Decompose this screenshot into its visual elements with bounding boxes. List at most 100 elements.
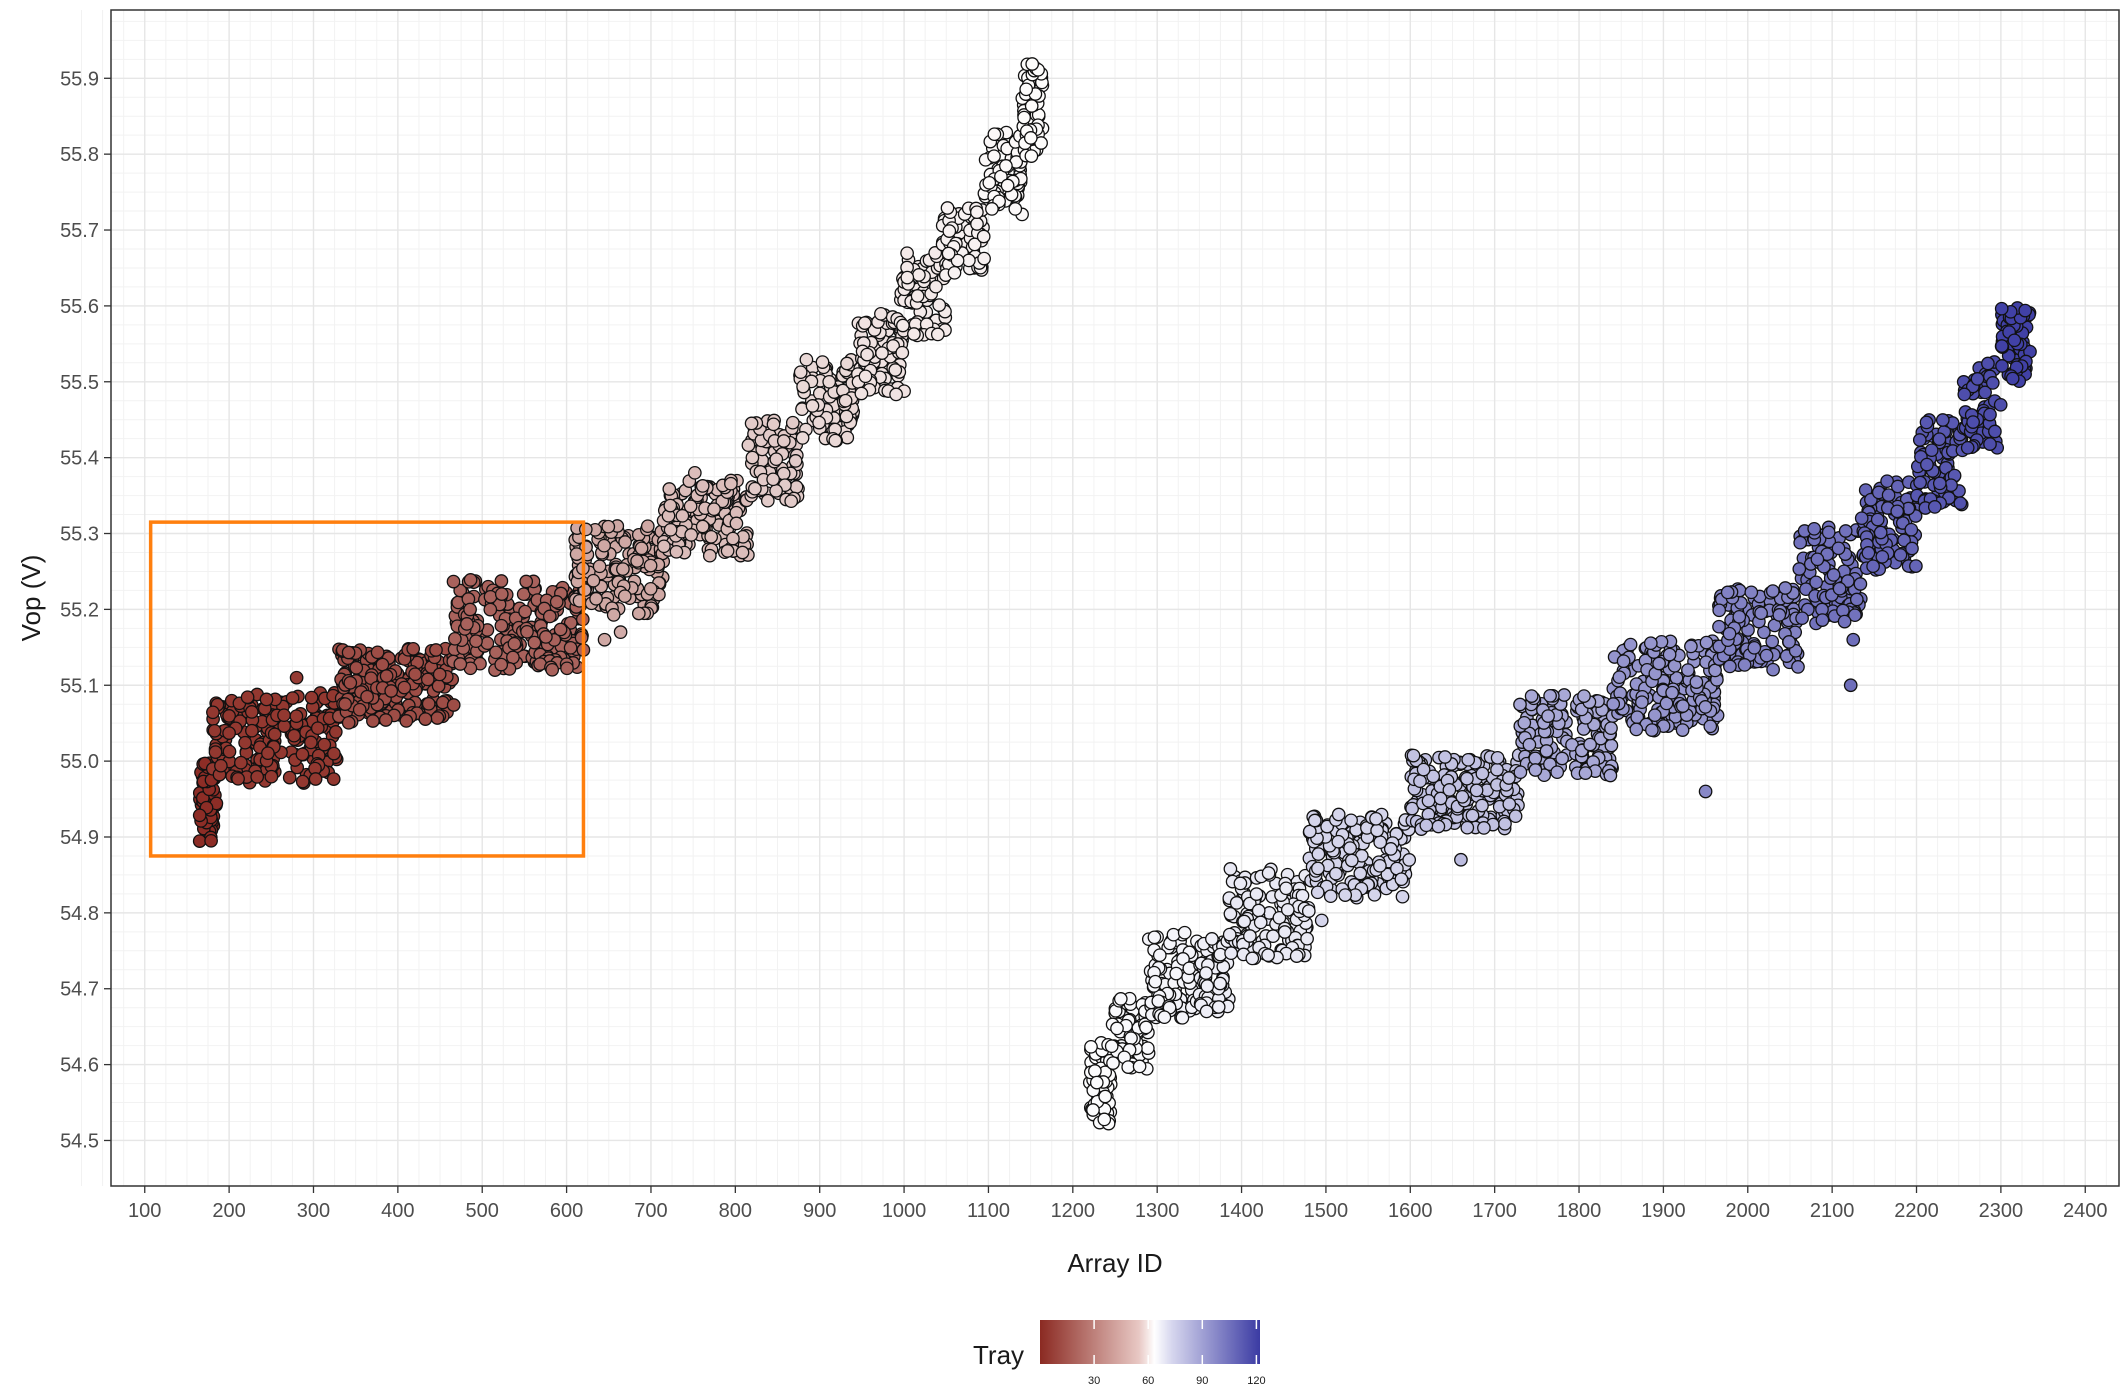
data-point [518,604,532,619]
x-tick-label: 200 [212,1200,245,1222]
data-point [2007,333,2022,348]
data-point [295,774,310,789]
data-point [310,721,325,736]
data-point [1912,433,1927,447]
data-point [726,531,740,546]
data-point [970,205,984,220]
data-point [1475,798,1489,813]
data-point [317,737,332,752]
data-point [857,316,872,330]
data-point [1604,738,1619,753]
x-tick-label: 2400 [2063,1200,2108,1222]
data-point [1455,789,1470,804]
x-tick-label: 500 [466,1200,499,1222]
data-point [1988,424,2002,439]
data-point [1832,581,1847,596]
data-point [494,587,509,601]
data-point [1913,475,1927,490]
data-point [1438,750,1452,764]
data-point [1224,946,1238,961]
data-point [448,631,462,646]
data-point [289,709,304,724]
data-point [1684,639,1698,654]
data-point [1442,783,1457,797]
data-point [702,548,717,563]
data-point [766,417,781,432]
data-point [896,318,910,333]
data-point [1344,853,1359,868]
data-point [1765,634,1780,649]
data-point [1017,110,1031,125]
data-point [304,690,319,705]
data-point [1810,552,1825,567]
x-tick-label: 2000 [1726,1200,1771,1222]
data-point [900,246,914,261]
data-point [1277,925,1292,939]
data-point [982,175,997,190]
data-point [1629,722,1644,737]
data-point [519,574,534,589]
data-point [1140,1041,1155,1056]
data-point [860,347,874,362]
data-point [1176,952,1190,966]
data-point [1475,766,1490,781]
data-point [1251,903,1266,918]
data-point [822,374,837,389]
data-point [1104,1039,1119,1054]
data-point [1604,721,1618,736]
data-point [489,645,503,660]
data-point [942,224,957,238]
data-point [267,727,282,742]
data-point [1513,697,1527,712]
data-point [214,758,228,773]
data-point [886,339,900,353]
data-point [1502,797,1517,811]
data-point [1782,635,1796,649]
data-point [840,430,855,445]
data-point [1300,931,1314,946]
data-point [912,268,926,282]
data-point [192,834,207,848]
data-point [1200,979,1215,993]
outlier-point [597,632,612,647]
data-point [1353,866,1368,881]
data-point [1338,888,1353,902]
data-point [1870,512,1885,527]
data-point [1502,771,1516,785]
data-point [1524,689,1539,703]
data-point [999,159,1013,173]
data-point [643,558,658,573]
data-point [1431,819,1446,834]
y-tick-label: 55.2 [60,599,99,621]
data-point [1199,966,1213,980]
data-point [789,480,804,494]
data-point [1402,853,1417,867]
data-point [1113,992,1128,1006]
data-point [695,479,710,493]
x-tick-label: 2100 [1810,1200,1855,1222]
data-point [1983,437,1997,451]
data-point [1008,202,1023,216]
y-tick-label: 55.8 [60,144,99,166]
data-point [1957,387,1972,402]
legend: Tray 30 60 90 120 [973,1320,1266,1387]
data-point [1121,1060,1136,1074]
data-point [1000,178,1015,193]
data-point [618,535,632,549]
data-point [463,573,478,587]
data-point [720,544,735,558]
y-tick-label: 55.4 [60,448,99,470]
data-point [1765,584,1780,598]
data-point [1089,1075,1104,1090]
data-point [1635,695,1649,710]
data-point [578,522,593,537]
data-point [250,770,265,784]
y-tick-label: 55.3 [60,524,99,546]
data-point [1419,818,1434,833]
data-point [1853,577,1868,591]
data-point [304,735,318,750]
data-point [828,433,843,448]
x-tick-label: 300 [297,1200,330,1222]
data-point [399,714,414,728]
data-point [1904,522,1919,537]
